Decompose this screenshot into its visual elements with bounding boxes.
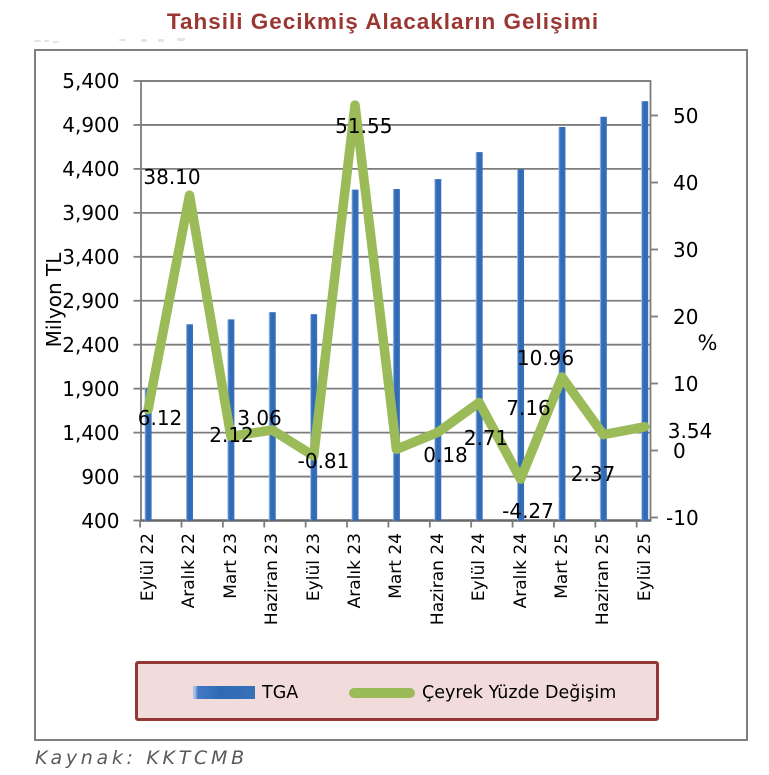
right-axis-tick-label: 0 xyxy=(673,438,686,463)
cropped-text-mark xyxy=(158,38,164,42)
cropped-text-mark xyxy=(44,40,49,42)
x-axis-category-label: Aralık 23 xyxy=(345,532,366,608)
legend-label-line: Çeyrek Yüzde Değişim xyxy=(422,682,617,703)
line-data-label: 38.10 xyxy=(143,164,201,189)
line-data-label: 3.06 xyxy=(237,405,282,430)
line-data-label: 3.54 xyxy=(667,419,713,443)
bar xyxy=(268,312,276,521)
line-data-label: 6.12 xyxy=(137,405,183,430)
bar xyxy=(392,189,400,521)
x-axis-category-label: Aralık 22 xyxy=(179,532,200,608)
bar xyxy=(185,324,193,521)
left-axis-tick-label: 5,400 xyxy=(62,69,120,93)
bar xyxy=(641,101,649,521)
line-data-label: 2.12 xyxy=(209,422,254,447)
x-axis-category-label: Eylül 23 xyxy=(303,532,324,601)
cropped-text-mark xyxy=(34,39,41,42)
line-data-label: -4.27 xyxy=(502,499,554,523)
line-data-label: 51.55 xyxy=(335,114,393,138)
cropped-text-mark xyxy=(53,40,59,43)
cropped-text-mark xyxy=(177,38,185,41)
line-data-label: 10.96 xyxy=(516,345,575,370)
x-axis-category-label: Eylül 24 xyxy=(469,532,490,601)
left-axis-tick-label: 4,900 xyxy=(62,112,120,137)
x-axis-category-label: Aralık 24 xyxy=(510,532,531,608)
right-axis-tick-label: 20 xyxy=(673,304,699,329)
legend-line-swatch xyxy=(349,687,415,698)
line-data-label: 2.37 xyxy=(570,462,616,486)
x-axis-category-label: Mart 24 xyxy=(386,532,407,599)
left-axis-tick-label: 3,900 xyxy=(62,200,120,225)
left-axis-tick-label: 2,400 xyxy=(62,332,120,357)
right-axis-title: % xyxy=(697,330,718,355)
legend-label-tga: TGA xyxy=(262,682,299,703)
right-axis-tick-label: 50 xyxy=(673,103,699,128)
legend-bar-swatch xyxy=(193,685,255,699)
left-axis-tick-label: 2,900 xyxy=(62,288,120,313)
line-data-label: 0.18 xyxy=(423,443,468,467)
x-axis-category-label: Mart 23 xyxy=(220,532,241,599)
bar xyxy=(434,179,442,521)
line-data-label: -0.81 xyxy=(297,449,350,473)
left-axis-tick-label: 1,900 xyxy=(62,376,120,401)
bar xyxy=(517,169,525,521)
x-axis-category-label: Haziran 25 xyxy=(593,532,614,625)
line-data-label: 2.71 xyxy=(463,426,509,450)
bar xyxy=(558,126,566,521)
right-axis-tick-label: 40 xyxy=(673,170,699,195)
x-axis-category-label: Haziran 24 xyxy=(427,532,448,625)
cropped-text-mark xyxy=(140,39,147,42)
x-axis-category-label: Eylül 22 xyxy=(138,532,159,601)
bar xyxy=(599,116,607,521)
left-axis-tick-label: 400 xyxy=(81,508,120,533)
left-axis-tick-label: 4,400 xyxy=(62,156,120,181)
bar xyxy=(351,189,359,521)
chart-title: Tahsili Gecikmiş Alacakların Gelişimi xyxy=(166,9,600,34)
left-axis-tick-label: 3,400 xyxy=(62,244,120,269)
bar xyxy=(144,388,152,521)
left-axis-tick-label: 1,400 xyxy=(62,420,120,445)
line-data-label: 7.16 xyxy=(506,395,551,420)
x-axis-category-label: Mart 25 xyxy=(551,532,572,599)
x-axis-category-label: Eylül 25 xyxy=(634,532,655,601)
right-axis-tick-label: 30 xyxy=(673,237,699,262)
source-note: Kaynak: KKTCMB xyxy=(35,747,248,769)
cropped-text-mark xyxy=(118,38,126,41)
bar xyxy=(475,152,483,521)
left-axis-title: Milyon TL xyxy=(41,252,66,347)
left-axis-tick-label: 900 xyxy=(81,464,120,489)
right-axis-tick-label: -10 xyxy=(666,505,699,530)
x-axis-category-label: Haziran 23 xyxy=(262,532,283,625)
line-series xyxy=(143,100,650,484)
right-axis-tick-label: 10 xyxy=(673,371,699,396)
